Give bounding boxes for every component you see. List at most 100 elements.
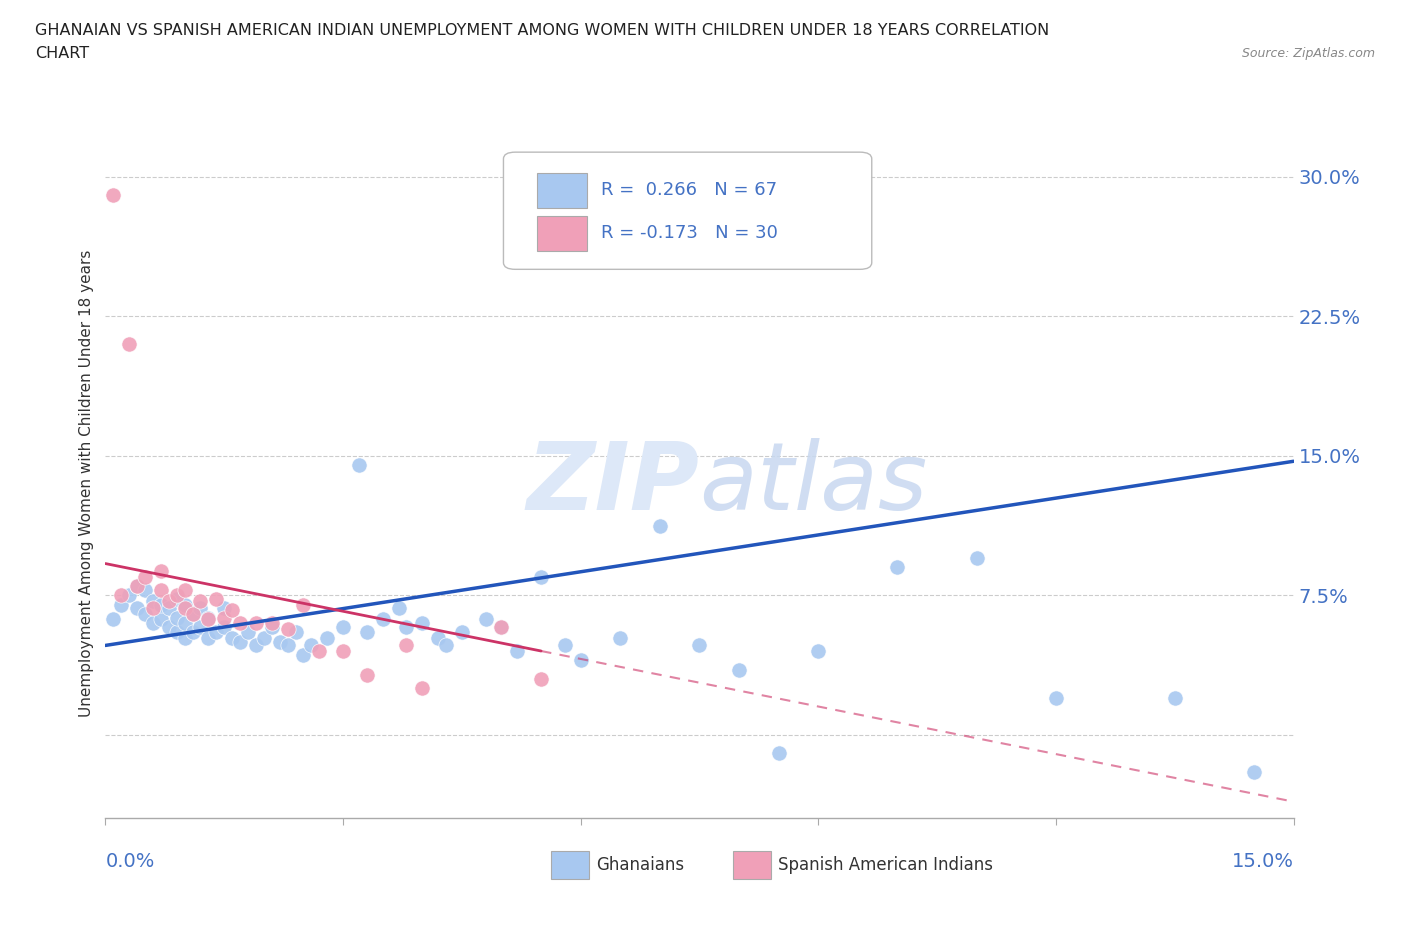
FancyBboxPatch shape — [537, 173, 586, 207]
Y-axis label: Unemployment Among Women with Children Under 18 years: Unemployment Among Women with Children U… — [79, 250, 94, 717]
Point — [103, 612, 125, 627]
Point — [173, 582, 195, 597]
Point — [103, 188, 125, 203]
FancyBboxPatch shape — [733, 851, 770, 879]
Point — [387, 601, 409, 616]
Point — [142, 616, 165, 631]
Text: R =  0.266   N = 67: R = 0.266 N = 67 — [600, 181, 778, 199]
Point — [308, 644, 330, 658]
Point — [689, 638, 711, 653]
Point — [450, 625, 472, 640]
Point — [277, 638, 299, 653]
Text: atlas: atlas — [700, 438, 928, 529]
Point — [166, 625, 188, 640]
Point — [149, 564, 172, 578]
Point — [395, 638, 418, 653]
Point — [118, 588, 141, 603]
Point — [181, 625, 204, 640]
Point — [205, 625, 228, 640]
Point — [142, 593, 165, 608]
Point — [966, 551, 988, 565]
Point — [316, 631, 339, 645]
Point — [166, 610, 188, 625]
Point — [530, 671, 553, 686]
Point — [609, 631, 631, 645]
Point — [166, 588, 188, 603]
Point — [157, 593, 180, 608]
Point — [728, 662, 751, 677]
Text: Ghanaians: Ghanaians — [596, 856, 685, 873]
Point — [173, 597, 195, 612]
Point — [292, 647, 315, 662]
Point — [1045, 690, 1067, 705]
Point — [332, 619, 354, 634]
Point — [395, 619, 418, 634]
Point — [1243, 764, 1265, 779]
Point — [166, 591, 188, 606]
Point — [530, 569, 553, 584]
Point — [173, 601, 195, 616]
Text: ZIP: ZIP — [527, 438, 700, 529]
Point — [149, 582, 172, 597]
Point — [284, 625, 307, 640]
Point — [127, 578, 149, 593]
Point — [347, 458, 370, 472]
Point — [157, 601, 180, 616]
Point — [118, 337, 141, 352]
FancyBboxPatch shape — [503, 153, 872, 270]
Text: GHANAIAN VS SPANISH AMERICAN INDIAN UNEMPLOYMENT AMONG WOMEN WITH CHILDREN UNDER: GHANAIAN VS SPANISH AMERICAN INDIAN UNEM… — [35, 23, 1049, 38]
Point — [807, 644, 830, 658]
Point — [1164, 690, 1187, 705]
Point — [142, 601, 165, 616]
Point — [253, 631, 276, 645]
Point — [411, 681, 433, 696]
Text: Source: ZipAtlas.com: Source: ZipAtlas.com — [1241, 46, 1375, 60]
Point — [356, 668, 378, 683]
Point — [371, 612, 394, 627]
Text: Spanish American Indians: Spanish American Indians — [778, 856, 993, 873]
Point — [149, 597, 172, 612]
Point — [134, 569, 156, 584]
Point — [214, 610, 236, 625]
Point — [229, 616, 252, 631]
Point — [214, 601, 236, 616]
Point — [245, 638, 267, 653]
Point — [260, 619, 283, 634]
Point — [768, 746, 790, 761]
Point — [299, 638, 322, 653]
Point — [197, 612, 219, 627]
Point — [173, 631, 195, 645]
Point — [427, 631, 450, 645]
Point — [569, 653, 592, 668]
Point — [648, 519, 671, 534]
Point — [277, 621, 299, 636]
Point — [332, 644, 354, 658]
Point — [181, 606, 204, 621]
Point — [221, 631, 243, 645]
FancyBboxPatch shape — [537, 216, 586, 250]
Point — [236, 625, 259, 640]
Point — [411, 616, 433, 631]
Point — [292, 597, 315, 612]
Point — [474, 612, 496, 627]
Point — [245, 616, 267, 631]
Point — [134, 606, 156, 621]
FancyBboxPatch shape — [551, 851, 589, 879]
Point — [190, 601, 212, 616]
Text: 15.0%: 15.0% — [1232, 852, 1294, 870]
Point — [554, 638, 576, 653]
Point — [110, 588, 132, 603]
Point — [221, 603, 243, 618]
Point — [260, 616, 283, 631]
Point — [197, 610, 219, 625]
Point — [127, 578, 149, 593]
Point — [491, 619, 513, 634]
Point — [190, 619, 212, 634]
Point — [506, 644, 529, 658]
Point — [197, 631, 219, 645]
Point — [181, 606, 204, 621]
Point — [214, 619, 236, 634]
Point — [356, 625, 378, 640]
Point — [149, 612, 172, 627]
Text: CHART: CHART — [35, 46, 89, 61]
